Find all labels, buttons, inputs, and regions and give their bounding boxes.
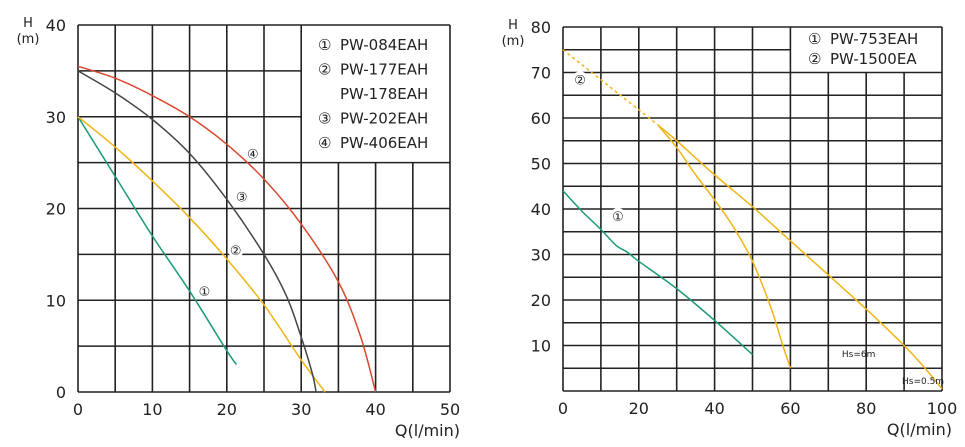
y-axis-label: H	[508, 18, 518, 33]
x-tick-label: 40	[704, 399, 724, 418]
grid	[562, 26, 943, 392]
chart-1: 0 10 20 30 40 50 0 10 20 30 40 H(m) Q(l/min) ① PW-084E…	[17, 16, 461, 440]
x-tick-label: 0	[558, 399, 568, 418]
chart-2: 0 20 40 60 80 100 10 20 30 40 50 60 70 80 H(m) Q(l/min)…	[502, 18, 958, 439]
y-axis-label: H	[23, 16, 33, 31]
y-tick-label: 30	[46, 108, 66, 127]
y-tick-label: 50	[531, 155, 551, 174]
series-line	[77, 70, 317, 393]
y-axis-unit: (m)	[17, 32, 40, 47]
legend-label: PW-1500EA	[830, 50, 917, 68]
series-label: ①	[199, 285, 211, 300]
series-line	[562, 49, 659, 126]
series-label: ②	[574, 73, 586, 88]
y-tick-label: 80	[531, 18, 551, 37]
series-label-bg	[233, 188, 250, 205]
legend-label: PW-202EAH	[340, 110, 428, 128]
series-line	[77, 116, 238, 365]
y-tick-label: 20	[46, 200, 66, 219]
legend: ① PW-753EAH ② PW-1500EA	[808, 30, 918, 68]
series-label-bg	[609, 207, 626, 224]
legend-label: PW-177EAH	[340, 61, 428, 79]
series-line	[77, 65, 377, 393]
series-label-bg	[227, 241, 244, 258]
x-tick-label: 0	[73, 400, 83, 419]
series-label-bg	[572, 71, 589, 88]
annotation: Hs=0.5m	[902, 377, 944, 387]
y-tick-label: 20	[531, 291, 551, 310]
y-tick-label: 10	[531, 337, 551, 356]
x-tick-label: 80	[856, 399, 876, 418]
legend-marker: ④	[318, 134, 331, 152]
y-tick-label: 30	[531, 246, 551, 265]
series-line	[657, 124, 943, 390]
series-label: ③	[236, 191, 248, 206]
x-axis-label: Q(l/min)	[887, 420, 952, 439]
legend-marker: ②	[808, 50, 821, 68]
y-tick-label: 10	[46, 291, 66, 310]
legend-label: PW-406EAH	[340, 134, 428, 152]
y-tick-label: 70	[531, 64, 551, 83]
x-tick-label: 20	[217, 400, 237, 419]
legend-label: PW-178EAH	[340, 85, 428, 103]
y-tick-label: 40	[531, 200, 551, 219]
legend-label: PW-753EAH	[830, 30, 918, 48]
legend: ① PW-084EAH ② PW-177EAH PW-178EAH ③ PW-202EAH ④…	[318, 36, 428, 152]
series-line	[657, 124, 792, 369]
x-tick-label: 60	[780, 399, 800, 418]
x-tick-label: 40	[365, 400, 385, 419]
legend-marker: ①	[318, 36, 331, 54]
series-line	[77, 116, 326, 393]
series-label: ②	[230, 244, 242, 259]
x-tick-label: 100	[927, 399, 958, 418]
y-tick-label: 60	[531, 109, 551, 128]
x-tick-label: 10	[142, 400, 162, 419]
series-label: ①	[612, 210, 624, 225]
series-label-bg	[244, 145, 261, 162]
y-axis-unit: (m)	[502, 34, 525, 49]
legend-marker: ③	[318, 110, 331, 128]
series-line	[562, 190, 754, 356]
legend-label: PW-084EAH	[340, 36, 428, 54]
x-tick-label: 30	[291, 400, 311, 419]
grid	[77, 24, 451, 393]
legend-marker: ②	[318, 61, 331, 79]
y-tick-label: 0	[56, 383, 66, 402]
x-tick-label: 20	[629, 399, 649, 418]
series-label-bg	[196, 283, 213, 300]
y-tick-label: 40	[46, 16, 66, 35]
x-axis-label: Q(l/min)	[395, 421, 460, 440]
annotation: Hs=6m	[842, 350, 876, 360]
x-tick-label: 50	[440, 400, 460, 419]
series-label: ④	[247, 147, 259, 162]
legend-marker: ①	[808, 30, 821, 48]
